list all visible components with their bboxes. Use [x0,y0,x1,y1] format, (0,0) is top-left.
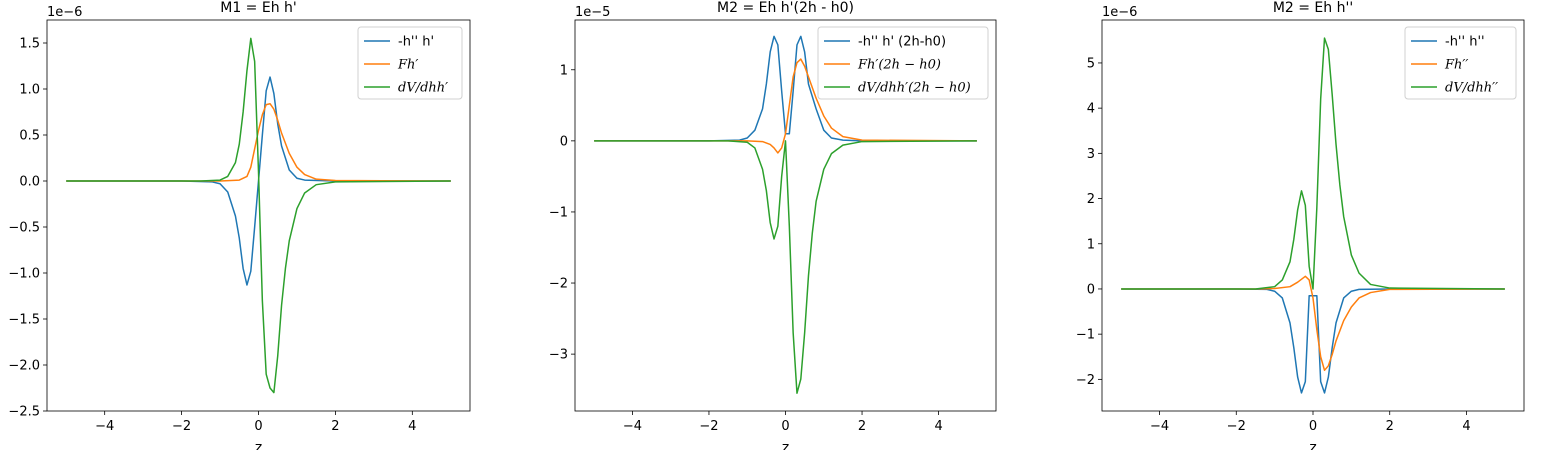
series-line-1 [594,35,977,142]
y-tick-label: −0.5 [8,221,40,236]
y-tick-label: −1 [1076,328,1095,343]
y-tick-label: 3 [1087,147,1095,162]
chart-panel-1: M1 = Eh h' 1e−6 −4 −2 0 2 4 −2.5 −2.0 −1.5 −1.0 −0.… [8,0,471,450]
legend-label: Fh′(2h − h0) [857,58,941,73]
x-tick-label: 2 [331,419,339,434]
x-tick-label: 0 [1309,419,1317,434]
x-tick-label: 0 [254,419,262,434]
series-line-2 [594,58,977,154]
legend-label: -h'' h' [398,35,434,50]
y-tick-label: 5 [1087,56,1095,71]
y-tick-label: 1 [1087,237,1095,252]
x-tick-label: 0 [781,419,789,434]
y-tick-label: 1 [560,63,568,78]
x-tick-label: −2 [172,419,191,434]
x-axis-label: z [1309,440,1316,450]
legend-label: dV/dhh′ [398,81,448,96]
x-axis-label: z [255,440,262,450]
chart-panel-2: M2 = Eh h'(2h - h0) 1e−5 −4 −2 0 2 4 −3 −2 −1 0 1 z -… [549,0,997,450]
x-tick-label: −4 [623,419,642,434]
x-tick-label: −2 [699,419,718,434]
y-tick-label: −1.5 [8,313,40,328]
y-offset-label: 1e−6 [47,5,82,20]
chart-panel-3: M2 = Eh h'' 1e−6 −4 −2 0 2 4 −2 −1 0 1 2 3 4 5 z -h'' h'… [1076,0,1525,450]
x-tick-label: 2 [1386,419,1394,434]
y-offset-label: 1e−5 [575,5,610,20]
y-tick-label: −1.0 [8,267,40,282]
y-tick-label: −1 [549,205,568,220]
legend-label: Fh′′ [1444,58,1468,73]
x-tick-label: −4 [1150,419,1169,434]
y-tick-label: 0.5 [19,129,40,144]
series-line-2 [1121,275,1505,372]
x-tick-label: 4 [1462,419,1470,434]
y-tick-label: −2 [1076,373,1095,388]
y-tick-label: 0 [1087,282,1095,297]
series-line-3 [66,37,451,394]
x-axis-label: z [782,440,789,450]
y-tick-label: −3 [549,348,568,363]
legend-box [817,26,989,100]
legend-label: -h'' h' (2h-h0) [858,35,946,50]
chart-title: M2 = Eh h'' [1273,0,1353,16]
chart-title: M1 = Eh h' [220,0,297,16]
legend: -h'' h'' Fh′′ dV/dhh′′ [1404,26,1517,100]
series-line-3 [1121,37,1505,290]
legend-label: Fh′ [397,58,418,73]
legend-label: dV/dhh′′ [1445,81,1498,96]
y-tick-label: 2 [1087,192,1095,207]
y-tick-label: 4 [1087,102,1095,117]
y-offset-label: 1e−6 [1102,5,1137,20]
y-tick-label: 1.5 [19,37,40,52]
legend-label: dV/dhh′(2h − h0) [858,81,971,96]
x-tick-label: 4 [408,419,416,434]
x-tick-label: 4 [934,419,942,434]
legend-box [1404,26,1517,100]
y-tick-label: 0.0 [19,175,40,190]
x-tick-label: 2 [858,419,866,434]
legend: -h'' h' Fh′ dV/dhh′ [357,26,463,100]
legend-label: -h'' h'' [1445,35,1485,50]
y-tick-label: −2.0 [8,359,40,374]
legend: -h'' h' (2h-h0) Fh′(2h − h0) dV/dhh′(2h − … [817,26,989,100]
series-line-3 [594,140,977,394]
y-tick-label: −2.5 [8,405,40,420]
y-tick-label: −2 [549,277,568,292]
x-tick-label: −4 [95,419,114,434]
series-line-1 [1121,288,1505,394]
x-tick-label: −2 [1227,419,1246,434]
chart-title: M2 = Eh h'(2h - h0) [717,0,854,16]
y-tick-label: 0 [560,134,568,149]
series-line-2 [66,102,451,182]
y-tick-label: 1.0 [19,83,40,98]
legend-box [357,26,463,100]
